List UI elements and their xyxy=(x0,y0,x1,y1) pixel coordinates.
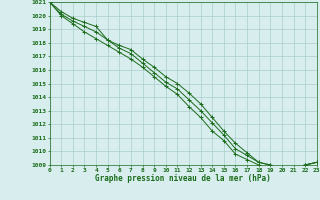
X-axis label: Graphe pression niveau de la mer (hPa): Graphe pression niveau de la mer (hPa) xyxy=(95,174,271,183)
